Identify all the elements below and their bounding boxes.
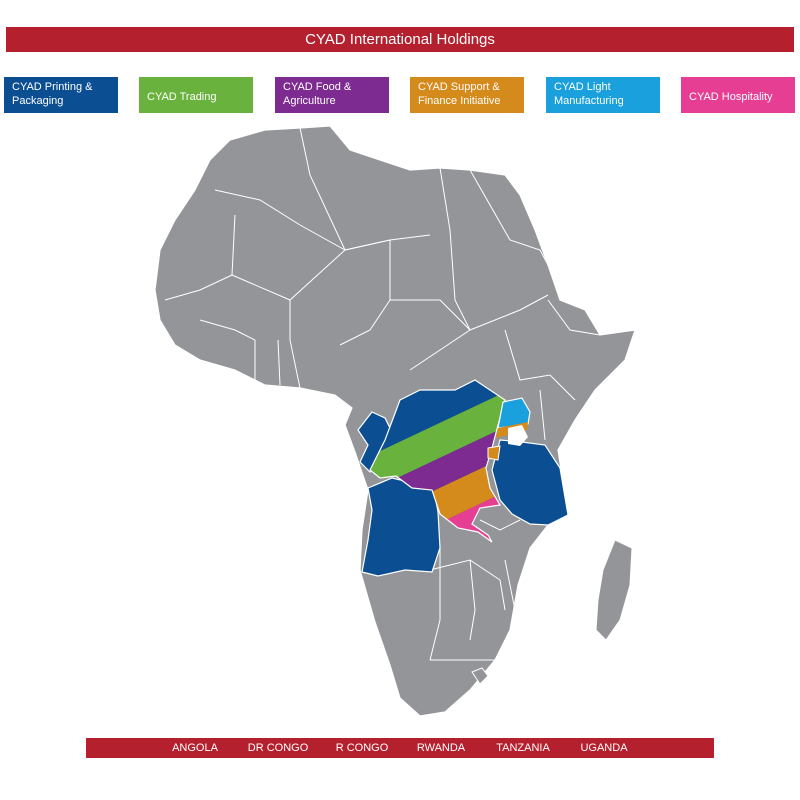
legend-hospitality: CYAD Hospitality: [681, 77, 795, 113]
country-bar: ANGOLA DR CONGO R CONGO RWANDA TANZANIA …: [86, 738, 714, 758]
country-label: ANGOLA: [172, 742, 218, 754]
legend-food-agriculture: CYAD Food & Agriculture: [275, 77, 389, 113]
legend-label: CYAD Hospitality: [689, 90, 773, 103]
lesotho: [471, 667, 489, 685]
country-label: UGANDA: [580, 742, 628, 754]
legend-label: CYAD Support & Finance Initiative: [418, 81, 501, 107]
region-tanzania: [491, 439, 569, 526]
legend-label: CYAD Trading: [147, 90, 217, 103]
page-title: CYAD International Holdings: [6, 27, 794, 52]
legend-light-manufacturing: CYAD Light Manufacturing: [546, 77, 660, 113]
legend-printing-packaging: CYAD Printing & Packaging: [4, 77, 118, 113]
country-label: R CONGO: [335, 742, 389, 754]
region-rwanda: [487, 445, 501, 461]
madagascar: [595, 539, 633, 641]
stripe-trading: [370, 385, 505, 505]
legend-support-finance: CYAD Support & Finance Initiative: [410, 77, 524, 113]
legend-label: CYAD Light Manufacturing: [554, 81, 624, 107]
legend-label: CYAD Food & Agriculture: [283, 81, 352, 107]
region-angola: [361, 477, 441, 577]
country-label: RWANDA: [416, 742, 466, 754]
lake-victoria: [508, 425, 528, 446]
legend-trading: CYAD Trading: [139, 77, 253, 113]
country-label: DR CONGO: [247, 742, 309, 754]
legend-label: CYAD Printing & Packaging: [12, 81, 93, 107]
country-borders: [164, 127, 601, 661]
country-label: TANZANIA: [496, 742, 550, 754]
